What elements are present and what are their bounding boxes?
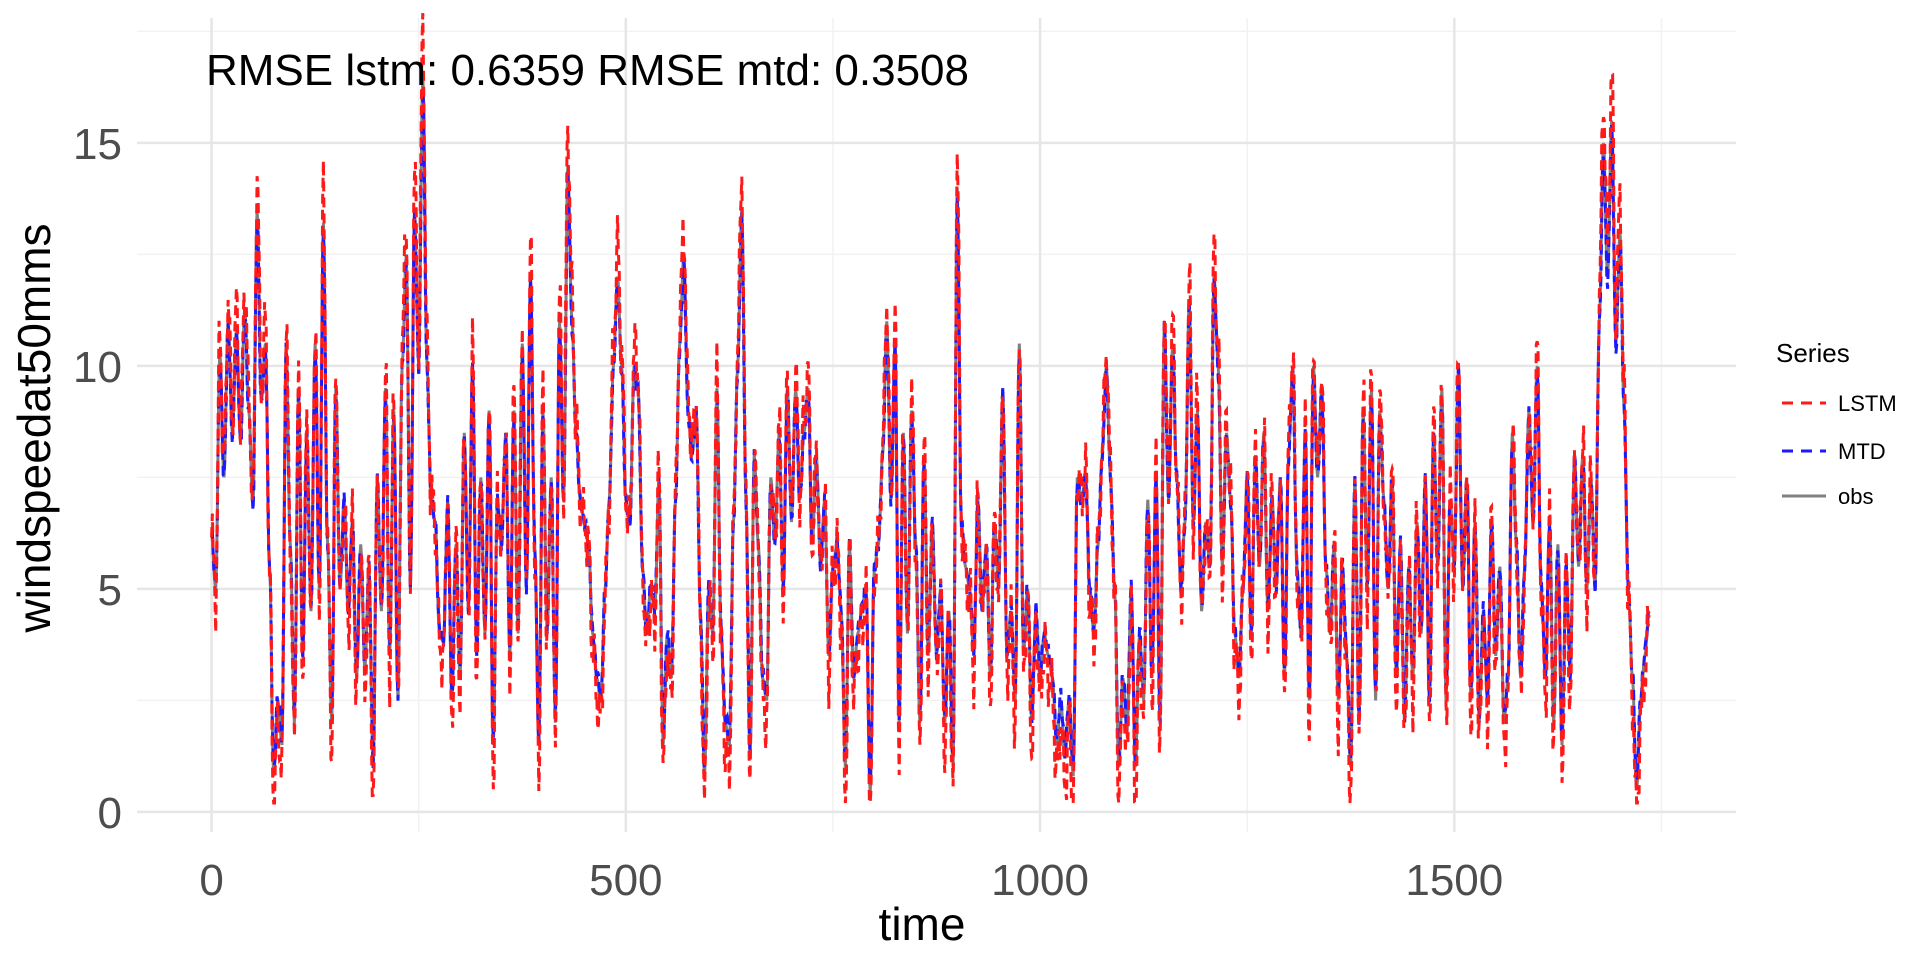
legend-label-lstm: LSTM [1838,391,1897,416]
series-line-mtd [210,89,1651,782]
x-axis-title: time [879,898,966,950]
legend-label-obs: obs [1838,484,1873,509]
y-tick-label: 5 [98,566,122,615]
y-axis-title: windspeedat50mms [8,223,60,633]
legend: Series LSTM MTD obs [1776,338,1897,509]
legend-label-mtd: MTD [1838,439,1886,464]
y-tick-label: 10 [73,343,122,392]
y-tick-labels: 0 5 10 15 [73,120,122,838]
series-layer [210,13,1651,806]
y-tick-label: 0 [98,789,122,838]
x-tick-label: 0 [199,856,223,905]
legend-entry-obs: obs [1782,484,1873,509]
legend-entry-lstm: LSTM [1782,391,1897,416]
x-tick-label: 500 [589,856,662,905]
x-tick-labels: 0 500 1000 1500 [199,856,1503,905]
legend-entry-mtd: MTD [1782,439,1886,464]
x-tick-label: 1000 [991,856,1089,905]
rmse-annotation: RMSE lstm: 0.6359 RMSE mtd: 0.3508 [206,46,969,95]
y-tick-label: 15 [73,120,122,169]
series-line-lstm [210,13,1651,806]
legend-title: Series [1776,338,1850,368]
grid-minor [137,18,1736,832]
x-tick-label: 1500 [1405,856,1503,905]
